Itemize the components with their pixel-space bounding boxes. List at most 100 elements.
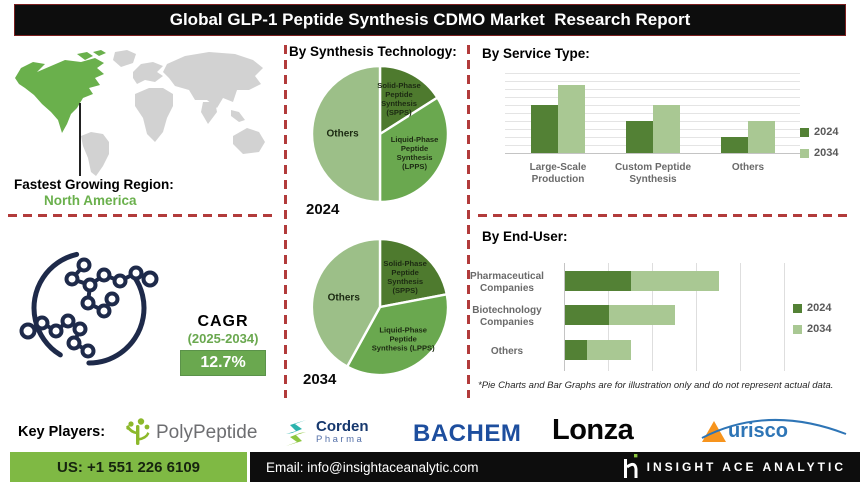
pie-slice bbox=[310, 237, 382, 368]
pie-slice bbox=[378, 237, 448, 309]
service-type-legend: 2024 2034 bbox=[800, 126, 838, 168]
cagr-block: CAGR (2025-2034) 12.7% bbox=[180, 313, 266, 376]
pie-slice bbox=[378, 64, 439, 136]
map-region-north-america bbox=[15, 58, 104, 133]
axis-category-label: Others bbox=[731, 162, 765, 173]
bar-2034 bbox=[609, 305, 675, 325]
brand-name: INSIGHT ACE ANALYTIC bbox=[646, 460, 846, 474]
legend-item-2034: 2034 bbox=[800, 147, 838, 159]
cagr-label: CAGR bbox=[197, 313, 249, 330]
y-axis bbox=[564, 263, 565, 371]
axis-category-label: Custom Peptide Synthesis bbox=[614, 162, 692, 185]
pie-chart-2034: Solid-Phase Peptide Synthesis (SPPS) Liquid-… bbox=[305, 232, 455, 382]
corden-wordmark: Corden bbox=[316, 418, 369, 435]
pie-slice-label: Liquid-Phase Peptide Synthesis (LPPS) bbox=[390, 135, 439, 171]
bar-2034 bbox=[587, 340, 631, 360]
pie-slice-label: Solid-Phase Peptide Synthesis (SPPS) bbox=[383, 258, 427, 295]
bar-2024 bbox=[565, 305, 609, 325]
section-title-service-type: By Service Type: bbox=[482, 46, 590, 61]
pie-slice bbox=[378, 96, 450, 204]
map-region-europe bbox=[133, 62, 163, 84]
end-user-category-label: Biotechnology Companies bbox=[472, 305, 542, 328]
pie-slice-label: Others bbox=[326, 128, 359, 140]
cagr-value-badge: 12.7% bbox=[180, 350, 266, 376]
end-user-category-labels: Pharmaceutical Companies Biotechnology Comp… bbox=[456, 0, 558, 484]
gridline bbox=[696, 263, 697, 371]
aurisco-swoosh bbox=[701, 418, 847, 439]
gridline bbox=[505, 113, 800, 114]
map-region-africa bbox=[135, 88, 173, 142]
aurisco-wordmark: urisco bbox=[728, 420, 789, 442]
brand-logo: INSIGHT ACE ANALYTIC bbox=[622, 454, 846, 480]
map-region-south-america bbox=[81, 132, 109, 176]
chart-disclaimer: *Pie Charts and Bar Graphs are for illus… bbox=[478, 380, 834, 391]
region-pointer-line bbox=[79, 103, 81, 176]
page-title: Global GLP-1 Peptide Synthesis CDMO Mark… bbox=[14, 4, 846, 36]
cagr-period: (2025-2034) bbox=[187, 331, 259, 346]
end-user-category-label: Others bbox=[490, 346, 524, 357]
gridline bbox=[784, 263, 785, 371]
pie-slice bbox=[310, 64, 382, 204]
bar-2034 bbox=[653, 105, 680, 153]
legend-item-2034: 2034 bbox=[793, 323, 831, 335]
end-user-bar-chart bbox=[564, 263, 804, 375]
section-title-end-user: By End-User: bbox=[482, 229, 568, 244]
bar-2034 bbox=[631, 271, 719, 291]
gridline bbox=[505, 73, 800, 74]
pie-chart-2024: Solid-Phase Peptide Synthesis (SPPS) Liquid-… bbox=[305, 59, 455, 209]
fastest-growing-region-value: North America bbox=[44, 193, 137, 208]
legend-swatch-2024 bbox=[800, 127, 809, 137]
service-type-bar-chart: Large-Scale Production Custom Peptide Synth… bbox=[505, 72, 800, 187]
logo-aurisco: urisco bbox=[701, 418, 847, 443]
gridline bbox=[740, 263, 741, 371]
divider-vertical-right bbox=[467, 45, 470, 398]
bar-2034 bbox=[558, 85, 585, 153]
legend-swatch-2034 bbox=[800, 148, 809, 158]
pie-slice-label: Others bbox=[327, 292, 360, 304]
gridline bbox=[505, 89, 800, 90]
pie-slice-label: Liquid-Phase Peptide Synthesis (LPPS) bbox=[371, 325, 435, 353]
logo-polypeptide: PolyPeptide bbox=[125, 418, 257, 448]
logo-bachem: BACHEM bbox=[413, 420, 522, 447]
bar-2024 bbox=[721, 137, 748, 153]
fastest-growing-region-label: Fastest Growing Region: bbox=[14, 177, 174, 192]
insight-ace-icon bbox=[623, 454, 638, 478]
corden-pharma-icon bbox=[286, 420, 306, 446]
axis-category-label: Large-Scale Production bbox=[529, 162, 587, 185]
polypeptide-icon bbox=[126, 418, 150, 445]
pie-year-label-2024: 2024 bbox=[306, 201, 340, 218]
contact-email: Email: info@insightaceanalytic.com bbox=[266, 459, 479, 475]
logo-corden-pharma: Corden Pharma bbox=[282, 418, 369, 448]
map-region-australia bbox=[233, 128, 265, 154]
end-user-legend: 2024 2034 bbox=[793, 302, 831, 344]
logo-lonza: Lonza bbox=[552, 414, 634, 446]
bar-2024 bbox=[626, 121, 653, 153]
contact-phone: US: +1 551 226 6109 bbox=[10, 452, 247, 482]
legend-swatch-2024 bbox=[793, 303, 802, 313]
divider-vertical-left bbox=[284, 45, 287, 398]
bar-2024 bbox=[565, 271, 631, 291]
pie-slice-label: Solid-Phase Peptide Synthesis (SPPS) bbox=[377, 81, 421, 118]
bar-2034 bbox=[748, 121, 775, 153]
x-axis bbox=[505, 153, 800, 154]
bar-2024 bbox=[531, 105, 558, 153]
world-map bbox=[15, 50, 265, 176]
key-players-label: Key Players: bbox=[18, 424, 106, 440]
gridline bbox=[505, 81, 800, 82]
pie-slice bbox=[346, 293, 450, 377]
peptide-molecule-icon bbox=[19, 250, 159, 366]
divider-horizontal-left bbox=[8, 214, 278, 217]
pharma-wordmark: Pharma bbox=[316, 434, 365, 445]
legend-item-2024: 2024 bbox=[793, 302, 831, 314]
footer-bar: Email: info@insightaceanalytic.com INSIG… bbox=[250, 452, 860, 482]
legend-swatch-2034 bbox=[793, 324, 802, 334]
map-region-asia bbox=[163, 52, 263, 108]
pie-year-label-2034: 2034 bbox=[303, 371, 337, 388]
gridline bbox=[505, 97, 800, 98]
divider-horizontal-right bbox=[478, 214, 848, 217]
legend-item-2024: 2024 bbox=[800, 126, 838, 138]
gridline bbox=[505, 105, 800, 106]
polypeptide-wordmark: PolyPeptide bbox=[156, 422, 258, 443]
section-title-synthesis-technology: By Synthesis Technology: bbox=[289, 44, 457, 59]
end-user-category-label: Pharmaceutical Companies bbox=[470, 271, 544, 294]
